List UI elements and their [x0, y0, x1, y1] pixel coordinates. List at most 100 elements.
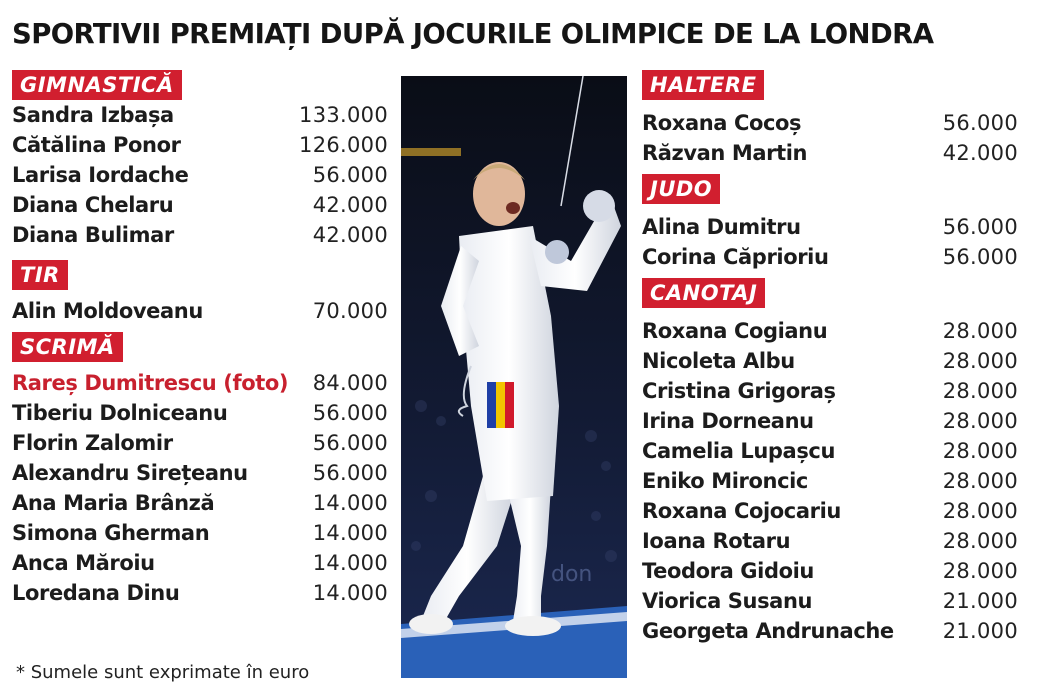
award-amount: 21.000 — [942, 619, 1018, 643]
award-amount: 70.000 — [312, 299, 388, 323]
award-row: Rareș Dumitrescu (foto) 84.000 — [12, 368, 388, 398]
section-rows: Roxana Cogianu 28.000 Nicoleta Albu 28.000 C… — [642, 316, 1018, 646]
award-row: Sandra Izbașa 133.000 — [12, 100, 388, 130]
section-tir: TIR Alin Moldoveanu 70.000 — [12, 260, 388, 326]
section-rows: Alina Dumitru 56.000 Corina Căprioriu 56.00… — [642, 212, 1018, 272]
award-amount: 56.000 — [942, 111, 1018, 135]
award-row: Eniko Mironcic 28.000 — [642, 466, 1018, 496]
section-gimnastica: GIMNASTICĂ Sandra Izbașa 133.000 Cătălina … — [12, 70, 388, 250]
athlete-name: Corina Căprioriu — [642, 245, 829, 269]
athlete-name: Viorica Susanu — [642, 589, 813, 613]
award-amount: 14.000 — [312, 551, 388, 575]
athlete-name: Roxana Cogianu — [642, 319, 828, 343]
page-title: SPORTIVII PREMIAȚI DUPĂ JOCURILE OLIMPIC… — [12, 18, 934, 50]
award-row: Teodora Gidoiu 28.000 — [642, 556, 1018, 586]
footnote: * Sumele sunt exprimate în euro — [16, 662, 310, 683]
award-amount: 28.000 — [942, 469, 1018, 493]
award-amount: 42.000 — [312, 193, 388, 217]
award-row: Florin Zalomir 56.000 — [12, 428, 388, 458]
athlete-name: Diana Chelaru — [12, 193, 174, 217]
award-amount: 56.000 — [942, 215, 1018, 239]
award-row: Ioana Rotaru 28.000 — [642, 526, 1018, 556]
section-badge: GIMNASTICĂ — [12, 70, 182, 100]
athlete-name: Ana Maria Brânză — [12, 491, 215, 515]
section-rows: Alin Moldoveanu 70.000 — [12, 296, 388, 326]
award-amount: 14.000 — [312, 491, 388, 515]
award-row: Anca Măroiu 14.000 — [12, 548, 388, 578]
athlete-name: Teodora Gidoiu — [642, 559, 814, 583]
award-row: Diana Chelaru 42.000 — [12, 190, 388, 220]
award-row: Camelia Lupașcu 28.000 — [642, 436, 1018, 466]
award-amount: 21.000 — [942, 589, 1018, 613]
award-row: Georgeta Andrunache 21.000 — [642, 616, 1018, 646]
award-row: Diana Bulimar 42.000 — [12, 220, 388, 250]
athlete-name: Cătălina Ponor — [12, 133, 181, 157]
award-amount: 28.000 — [942, 409, 1018, 433]
section-judo: JUDO Alina Dumitru 56.000 Corina Căprioriu… — [642, 174, 1018, 272]
athlete-name: Cristina Grigoraș — [642, 379, 836, 403]
award-amount: 126.000 — [299, 133, 388, 157]
section-rows: Rareș Dumitrescu (foto) 84.000 Tiberiu Dol… — [12, 368, 388, 608]
athlete-name: Eniko Mironcic — [642, 469, 808, 493]
athlete-name: Nicoleta Albu — [642, 349, 795, 373]
award-amount: 28.000 — [942, 559, 1018, 583]
athlete-name: Diana Bulimar — [12, 223, 174, 247]
award-amount: 28.000 — [942, 529, 1018, 553]
award-amount: 84.000 — [312, 371, 388, 395]
athlete-name: Sandra Izbașa — [12, 103, 174, 127]
athlete-name: Larisa Iordache — [12, 163, 189, 187]
athlete-name: Ioana Rotaru — [642, 529, 791, 553]
section-badge: SCRIMĂ — [12, 332, 123, 362]
athlete-name: Răzvan Martin — [642, 141, 808, 165]
award-row: Irina Dorneanu 28.000 — [642, 406, 1018, 436]
award-row: Nicoleta Albu 28.000 — [642, 346, 1018, 376]
award-amount: 56.000 — [312, 401, 388, 425]
athlete-photo: don — [401, 76, 627, 678]
left-column: GIMNASTICĂ Sandra Izbașa 133.000 Cătălina … — [12, 70, 388, 608]
award-row: Simona Gherman 14.000 — [12, 518, 388, 548]
award-amount: 42.000 — [312, 223, 388, 247]
award-row: Larisa Iordache 56.000 — [12, 160, 388, 190]
section-badge: CANOTAJ — [642, 278, 766, 308]
section-badge: JUDO — [642, 174, 721, 204]
athlete-name: Rareș Dumitrescu (foto) — [12, 371, 289, 395]
athlete-name: Roxana Cojocariu — [642, 499, 841, 523]
award-amount: 56.000 — [942, 245, 1018, 269]
award-amount: 133.000 — [299, 103, 388, 127]
award-row: Loredana Dinu 14.000 — [12, 578, 388, 608]
section-haltere: HALTERE Roxana Cocoș 56.000 Răzvan Martin 4… — [642, 70, 1018, 168]
athlete-name: Alin Moldoveanu — [12, 299, 203, 323]
award-row: Alina Dumitru 56.000 — [642, 212, 1018, 242]
athlete-name: Florin Zalomir — [12, 431, 173, 455]
award-amount: 14.000 — [312, 581, 388, 605]
award-amount: 56.000 — [312, 163, 388, 187]
award-row: Ana Maria Brânză 14.000 — [12, 488, 388, 518]
award-row: Roxana Cojocariu 28.000 — [642, 496, 1018, 526]
section-rows: Roxana Cocoș 56.000 Răzvan Martin 42.000 — [642, 108, 1018, 168]
award-amount: 28.000 — [942, 349, 1018, 373]
award-row: Corina Căprioriu 56.000 — [642, 242, 1018, 272]
athlete-name: Anca Măroiu — [12, 551, 155, 575]
award-row: Alin Moldoveanu 70.000 — [12, 296, 388, 326]
award-row: Roxana Cocoș 56.000 — [642, 108, 1018, 138]
section-scrima: SCRIMĂ Rareș Dumitrescu (foto) 84.000 Tibe… — [12, 332, 388, 608]
award-row: Răzvan Martin 42.000 — [642, 138, 1018, 168]
athlete-name: Georgeta Andrunache — [642, 619, 894, 643]
fencer-illustration: don — [401, 76, 627, 678]
award-row: Alexandru Sirețeanu 56.000 — [12, 458, 388, 488]
athlete-name: Loredana Dinu — [12, 581, 180, 605]
athlete-name: Camelia Lupașcu — [642, 439, 836, 463]
section-badge: HALTERE — [642, 70, 765, 100]
athlete-name: Alina Dumitru — [642, 215, 801, 239]
award-amount: 28.000 — [942, 379, 1018, 403]
svg-text:don: don — [551, 562, 592, 587]
award-amount: 56.000 — [312, 431, 388, 455]
section-badge: TIR — [12, 260, 68, 290]
award-row: Tiberiu Dolniceanu 56.000 — [12, 398, 388, 428]
right-column: HALTERE Roxana Cocoș 56.000 Răzvan Martin 4… — [642, 70, 1018, 646]
athlete-name: Irina Dorneanu — [642, 409, 814, 433]
award-row: Cristina Grigoraș 28.000 — [642, 376, 1018, 406]
award-row: Viorica Susanu 21.000 — [642, 586, 1018, 616]
athlete-name: Roxana Cocoș — [642, 111, 802, 135]
award-amount: 28.000 — [942, 319, 1018, 343]
